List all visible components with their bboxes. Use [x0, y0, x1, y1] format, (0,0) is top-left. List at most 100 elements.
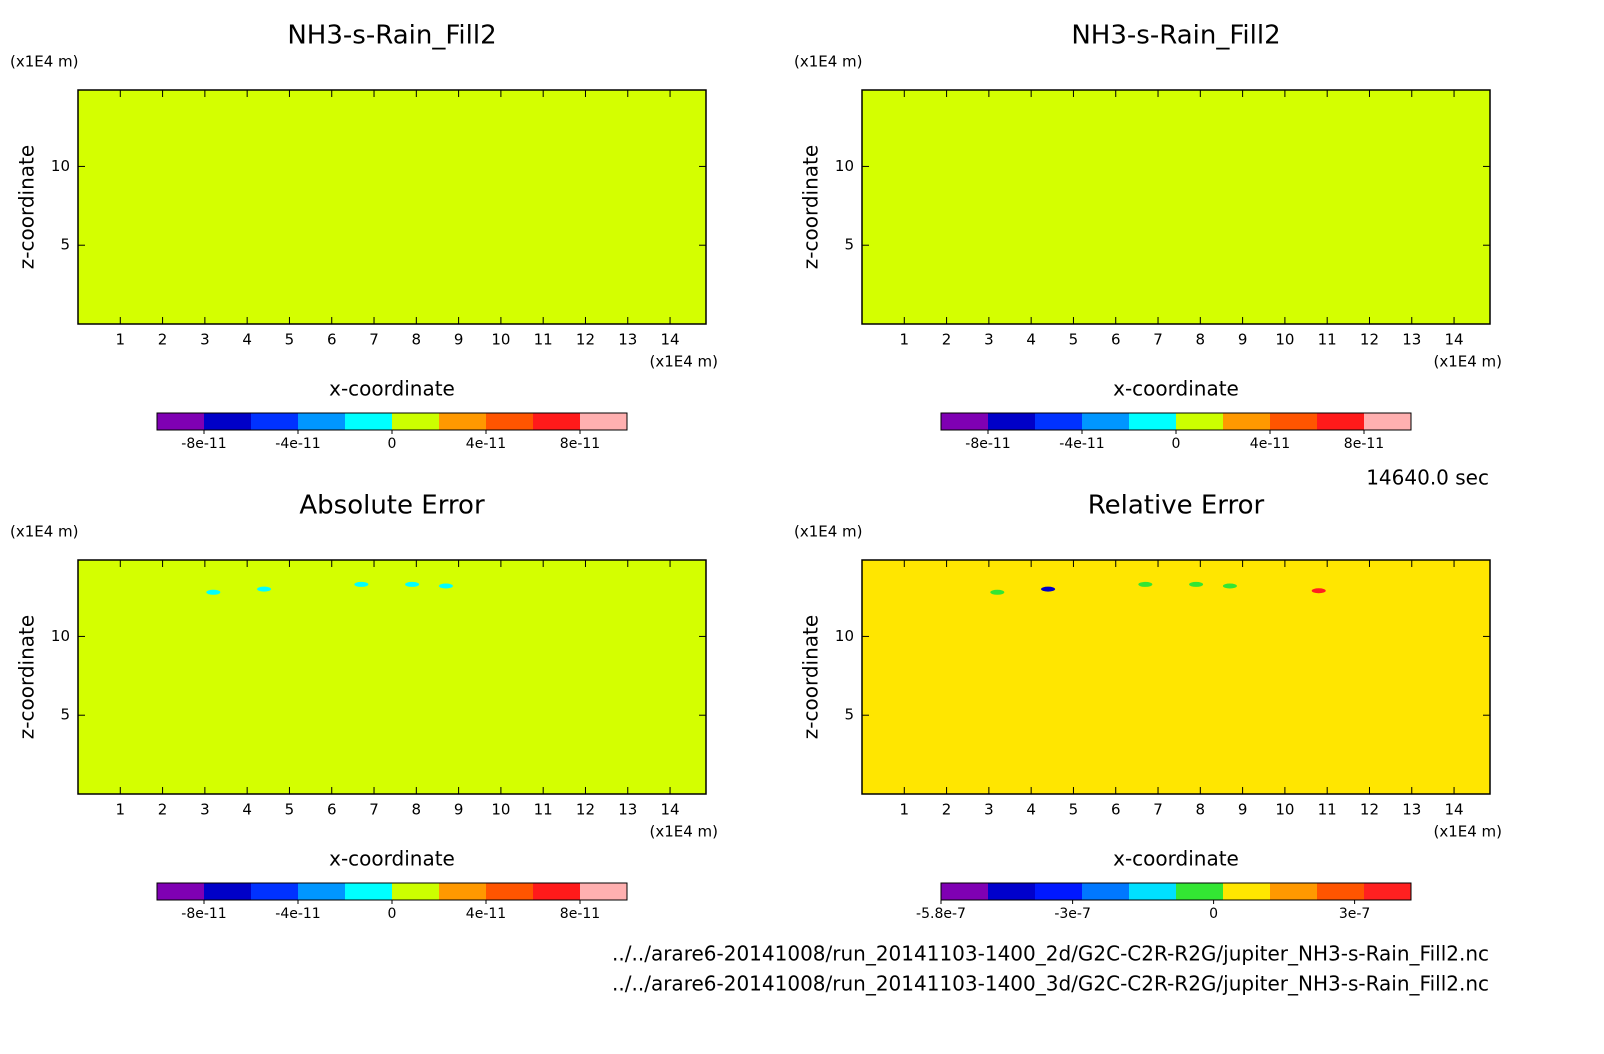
x-tick-label: 14 — [661, 331, 680, 349]
colorbar-swatch — [1364, 413, 1411, 430]
colorbar-swatch — [204, 413, 251, 430]
y-tick-label: 10 — [835, 627, 854, 645]
colorbar-swatch — [1270, 883, 1317, 900]
x-tick-label: 10 — [491, 801, 510, 819]
panel: NH3-s-Rain_Fill2(x1E4 m)1 2 3 4 5 6 7 8 9 10 11 12 1… — [10, 21, 718, 453]
colorbar-swatch — [251, 883, 298, 900]
x-tick-label: 8 — [412, 331, 422, 349]
x-tick-label: 1 — [116, 331, 126, 349]
y-axis-label: z-coordinate — [799, 145, 823, 269]
colorbar-label: 0 — [388, 906, 397, 922]
x-tick-label: 2 — [158, 801, 168, 819]
y-tick-label: 5 — [60, 236, 70, 254]
panel-title: Absolute Error — [299, 491, 485, 521]
colorbar-label: -5.8e-7 — [916, 906, 966, 922]
colorbar-label: 0 — [1209, 906, 1218, 922]
colorbar-swatch — [1270, 413, 1317, 430]
x-tick-label: 14 — [1445, 331, 1464, 349]
colorbar-swatch — [298, 883, 345, 900]
x-tick-label: 11 — [534, 331, 553, 349]
colorbar-swatch — [580, 883, 627, 900]
contour-region — [1189, 581, 1204, 587]
x-tick-label: 6 — [1111, 801, 1121, 819]
x-tick-label: 1 — [900, 801, 910, 819]
x-tick-label: 12 — [576, 331, 595, 349]
y-unit: (x1E4 m) — [10, 523, 79, 541]
colorbar-swatch — [345, 883, 392, 900]
y-axis-label: z-coordinate — [15, 615, 39, 739]
x-tick-label: 5 — [285, 801, 295, 819]
colorbar-swatch — [298, 413, 345, 430]
x-tick-label: 6 — [327, 801, 337, 819]
plot-frame — [861, 89, 1491, 325]
colorbar-swatch — [988, 413, 1035, 430]
colorbar-swatch — [1364, 883, 1411, 900]
colorbar-swatch — [941, 413, 988, 430]
colorbar-swatch — [533, 883, 580, 900]
panel: NH3-s-Rain_Fill2(x1E4 m)1 2 3 4 5 6 7 8 9 10 11 12 1… — [794, 21, 1502, 453]
panel-title: NH3-s-Rain_Fill2 — [287, 21, 496, 51]
x-tick-label: 12 — [1360, 331, 1379, 349]
colorbar-swatch — [941, 883, 988, 900]
colorbar-swatch — [345, 413, 392, 430]
x-tick-label: 13 — [1402, 331, 1421, 349]
panel: Relative Error(x1E4 m)1 2 3 4 5 6 7 8 9 10 11 12 13 1… — [794, 491, 1502, 923]
x-unit: (x1E4 m) — [649, 353, 718, 371]
x-tick-label: 5 — [285, 331, 295, 349]
colorbar-swatch — [1035, 883, 1082, 900]
panel-title: NH3-s-Rain_Fill2 — [1071, 21, 1280, 51]
x-tick-label: 10 — [1275, 331, 1294, 349]
contour-region — [990, 589, 1005, 595]
colorbar-swatch — [1317, 883, 1364, 900]
x-tick-label: 8 — [1196, 801, 1206, 819]
colorbar-label: -8e-11 — [181, 436, 226, 452]
colorbar-label: 8e-11 — [560, 906, 600, 922]
contour-region — [1311, 588, 1326, 594]
x-tick-label: 1 — [900, 331, 910, 349]
colorbar-label: -8e-11 — [965, 436, 1010, 452]
colorbar-label: -4e-11 — [1059, 436, 1104, 452]
x-axis-label: x-coordinate — [1113, 377, 1239, 401]
plot-frame — [77, 89, 707, 325]
colorbar-swatch — [392, 413, 439, 430]
y-unit: (x1E4 m) — [794, 53, 863, 71]
y-tick-label: 5 — [60, 706, 70, 724]
y-tick-label: 10 — [835, 157, 854, 175]
contour-region — [1041, 586, 1056, 592]
x-tick-label: 10 — [1275, 801, 1294, 819]
colorbar-frame — [940, 882, 1412, 901]
x-tick-label: 7 — [1153, 801, 1163, 819]
x-tick-label: 11 — [1318, 331, 1337, 349]
x-unit: (x1E4 m) — [1433, 823, 1502, 841]
colorbar-label: 0 — [388, 436, 397, 452]
plot-frame — [861, 559, 1491, 795]
y-tick-label: 5 — [844, 706, 854, 724]
colorbar-swatch — [157, 413, 204, 430]
contour-region — [438, 583, 453, 589]
x-tick-label: 3 — [984, 801, 994, 819]
x-tick-label: 5 — [1069, 801, 1079, 819]
colorbar-swatch — [1176, 883, 1223, 900]
x-tick-label: 11 — [1318, 801, 1337, 819]
contour-region — [1222, 583, 1237, 589]
colorbar-label: 0 — [1172, 436, 1181, 452]
colorbar-label: -3e-7 — [1054, 906, 1091, 922]
x-tick-label: 3 — [984, 331, 994, 349]
x-tick-label: 13 — [618, 801, 637, 819]
contour-region — [405, 581, 420, 587]
colorbar-label: 8e-11 — [560, 436, 600, 452]
colorbar-swatch — [1223, 413, 1270, 430]
y-axis-label: z-coordinate — [799, 615, 823, 739]
colorbar-swatch — [439, 413, 486, 430]
x-axis-label: x-coordinate — [329, 847, 455, 871]
panel: Absolute Error(x1E4 m)1 2 3 4 5 6 7 8 9 10 11 12 13 1… — [10, 491, 718, 923]
x-tick-label: 12 — [1360, 801, 1379, 819]
x-tick-label: 3 — [200, 801, 210, 819]
plot-area — [862, 90, 1490, 324]
colorbar-label: -4e-11 — [275, 436, 320, 452]
x-tick-label: 8 — [412, 801, 422, 819]
x-axis-label: x-coordinate — [1113, 847, 1239, 871]
colorbar-label: 8e-11 — [1344, 436, 1384, 452]
y-unit: (x1E4 m) — [10, 53, 79, 71]
